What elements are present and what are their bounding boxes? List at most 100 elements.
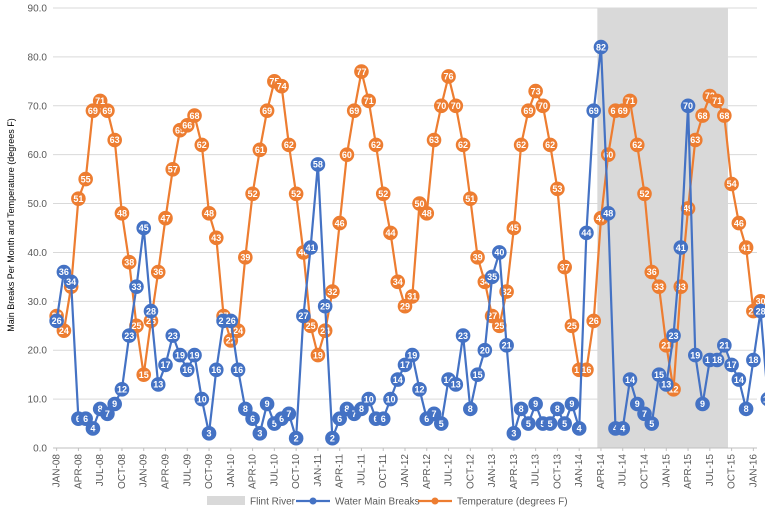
data-label: 73 <box>531 86 541 96</box>
data-label: 54 <box>727 179 737 189</box>
x-tick-label: APR-10 <box>248 454 259 489</box>
data-point-marker <box>513 401 529 417</box>
data-point-marker <box>238 250 253 265</box>
data-label: 69 <box>262 106 272 116</box>
data-point-marker <box>121 254 137 270</box>
legend-label-water-main-breaks: Water Main Breaks <box>335 497 420 508</box>
data-label: 62 <box>516 140 526 150</box>
x-tick-label: JUL-13 <box>531 454 542 487</box>
data-point-marker <box>317 323 333 338</box>
data-point-marker <box>760 392 765 406</box>
data-point-marker <box>107 396 122 412</box>
data-label: 39 <box>473 253 483 263</box>
x-tick-label: APR-12 <box>422 454 433 489</box>
data-point-marker <box>317 298 333 314</box>
data-label: 40 <box>494 248 504 258</box>
data-label: 10 <box>197 394 207 404</box>
data-label: 13 <box>661 380 671 390</box>
data-label: 52 <box>378 189 388 199</box>
x-tick-label: JAN-11 <box>313 454 324 487</box>
data-point-marker <box>179 362 195 378</box>
data-point-marker <box>557 259 572 275</box>
data-label: 66 <box>182 121 192 131</box>
data-label: 69 <box>349 106 359 116</box>
data-label: 32 <box>502 287 512 297</box>
data-label: 25 <box>494 321 504 331</box>
y-tick-label: 50.0 <box>28 199 48 210</box>
legend-marker-temperature <box>431 497 439 505</box>
data-label: 14 <box>734 375 744 385</box>
data-label: 63 <box>690 135 700 145</box>
data-point-marker <box>288 430 304 446</box>
data-point-marker <box>586 103 602 118</box>
data-label: 71 <box>364 96 374 106</box>
data-label: 45 <box>509 223 519 233</box>
data-label: 41 <box>676 243 686 253</box>
data-point-marker <box>368 137 384 153</box>
x-tick-label: APR-08 <box>73 454 84 489</box>
data-label: 24 <box>59 326 69 336</box>
x-tick-label: JAN-14 <box>574 454 585 488</box>
data-point-marker <box>172 347 188 363</box>
data-point-marker <box>753 303 765 319</box>
x-tick-label: JAN-09 <box>139 454 150 488</box>
data-label: 61 <box>255 145 265 155</box>
x-tick-label: JUL-12 <box>444 454 455 487</box>
x-tick-label: APR-15 <box>683 454 694 489</box>
data-label: 16 <box>233 365 243 375</box>
x-tick-label: OCT-08 <box>117 454 128 489</box>
data-point-marker <box>412 382 427 397</box>
data-point-marker <box>666 328 681 343</box>
data-label: 4 <box>577 424 582 434</box>
data-label: 25 <box>131 321 141 331</box>
data-label: 15 <box>473 370 483 380</box>
data-point-marker <box>390 372 406 387</box>
data-label: 6 <box>381 414 386 424</box>
x-tick-label: JUL-11 <box>356 454 367 486</box>
data-point-marker <box>506 220 522 236</box>
data-label: 68 <box>190 111 200 121</box>
data-point-marker <box>550 181 565 197</box>
data-label: 34 <box>480 277 490 287</box>
x-tick-label: OCT-11 <box>378 454 389 489</box>
y-tick-label: 80.0 <box>28 52 48 63</box>
data-label: 7 <box>432 409 437 419</box>
data-label: 28 <box>756 306 765 316</box>
data-point-marker <box>579 225 594 241</box>
data-point-marker <box>492 245 507 260</box>
data-point-marker <box>564 318 580 334</box>
data-label: 15 <box>139 370 149 380</box>
data-label: 2 <box>330 433 335 443</box>
data-label: 19 <box>690 350 700 360</box>
data-point-marker <box>622 93 638 109</box>
data-label: 12 <box>117 385 127 395</box>
data-label: 62 <box>545 140 555 150</box>
data-point-marker <box>332 215 347 231</box>
data-label: 38 <box>124 257 134 267</box>
data-point-marker <box>542 137 558 153</box>
data-point-marker <box>194 137 210 153</box>
data-point-marker <box>121 328 137 343</box>
data-point-marker <box>731 372 747 387</box>
data-point-marker <box>129 279 144 294</box>
data-point-marker <box>419 206 435 221</box>
data-label: 9 <box>635 399 640 409</box>
data-point-marker <box>194 391 210 407</box>
data-label: 47 <box>160 213 170 223</box>
data-label: 8 <box>468 404 473 414</box>
data-label: 62 <box>458 140 468 150</box>
y-tick-label: 40.0 <box>28 248 48 259</box>
data-label: 23 <box>168 331 178 341</box>
y-tick-label: 60.0 <box>28 150 48 161</box>
data-label: 8 <box>519 404 524 414</box>
data-point-marker <box>695 108 710 123</box>
data-label: 32 <box>327 287 337 297</box>
data-point-marker <box>731 215 747 231</box>
data-label: 69 <box>618 106 628 116</box>
data-point-marker <box>245 186 260 202</box>
data-label: 25 <box>306 321 316 331</box>
data-label: 6 <box>337 414 342 424</box>
data-point-marker <box>579 362 594 378</box>
data-label: 25 <box>567 321 577 331</box>
data-point-marker <box>281 137 297 153</box>
